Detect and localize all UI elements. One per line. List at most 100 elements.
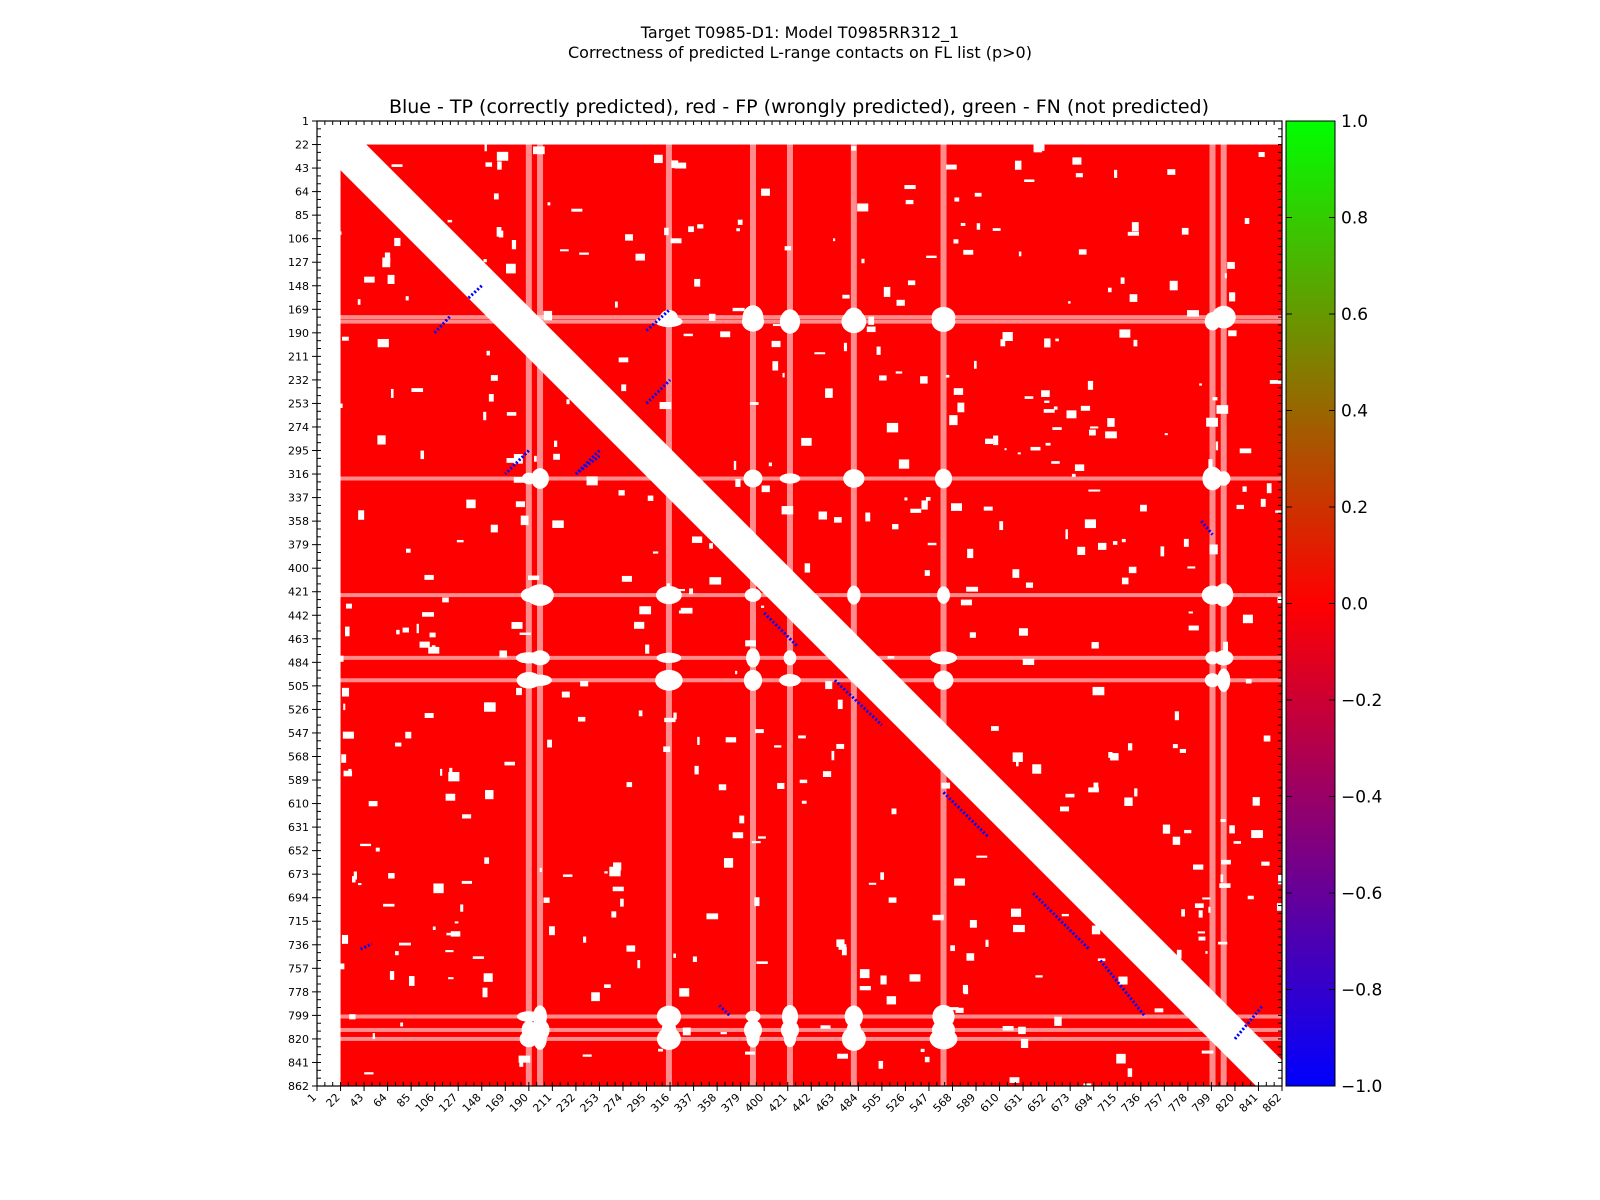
white-speckle	[484, 702, 496, 712]
y-tick-label: 1	[302, 115, 309, 128]
white-speckle	[709, 313, 716, 321]
white-speckle	[868, 316, 875, 325]
y-tick-label: 85	[295, 209, 309, 222]
white-speckle	[342, 731, 354, 739]
white-blob	[783, 650, 797, 666]
white-speckle	[751, 841, 761, 844]
x-tick-label: 232	[554, 1091, 578, 1115]
white-speckle	[880, 975, 887, 985]
white-speckle	[1118, 976, 1128, 985]
tp-contact-segment	[833, 679, 883, 727]
y-tick-label: 274	[288, 421, 309, 434]
white-speckle	[697, 224, 704, 229]
white-speckle	[1251, 830, 1263, 839]
white-speckle	[761, 188, 770, 196]
white-speckle	[898, 459, 910, 469]
white-speckle	[1018, 251, 1022, 257]
white-speckle	[732, 832, 744, 839]
white-speckle	[448, 977, 454, 980]
white-speckle	[1002, 332, 1013, 342]
white-blob	[528, 674, 552, 686]
white-blob	[746, 1030, 760, 1048]
white-speckle	[515, 501, 526, 508]
white-speckle	[1198, 910, 1203, 918]
white-speckle	[1105, 431, 1117, 439]
white-speckle	[639, 606, 652, 615]
white-speckle	[755, 729, 764, 734]
y-tick-label: 820	[288, 1033, 309, 1046]
white-speckle	[1114, 169, 1118, 178]
white-speckle	[836, 939, 845, 947]
y-tick-label: 610	[288, 798, 309, 811]
white-speckle	[1202, 897, 1211, 900]
white-speckle	[357, 882, 362, 886]
white-speckle	[985, 438, 993, 444]
white-blob	[743, 669, 763, 691]
white-speckle	[733, 460, 737, 470]
white-speckle	[955, 1007, 964, 1013]
white-speckle	[1278, 874, 1282, 885]
colorbar-ticks: 1.0 0.8 0.6 0.4 0.2 0.0 −0.2 −0.4 −0.6 −0.8 −1.0	[1286, 112, 1382, 1097]
x-tick-label: 757	[1142, 1091, 1166, 1115]
x-tick-label: 589	[954, 1091, 978, 1115]
white-speckle	[676, 588, 686, 592]
white-speckle	[543, 310, 553, 321]
white-speckle	[431, 645, 436, 651]
white-speckle	[626, 782, 633, 788]
y-tick-label: 316	[288, 468, 309, 481]
white-speckle	[1110, 753, 1119, 761]
tp-contact-segment	[645, 378, 672, 405]
white-blob	[1214, 583, 1234, 607]
white-speckle	[865, 512, 871, 522]
colorbar: 1.0 0.8 0.6 0.4 0.2 0.0 −0.2 −0.4 −0.6 −0.8 −1.0	[1285, 112, 1382, 1097]
white-speckle	[432, 926, 436, 930]
white-speckle	[612, 886, 624, 892]
x-tick-label: 652	[1025, 1091, 1049, 1115]
white-speckle	[399, 942, 411, 946]
white-blob	[1213, 316, 1235, 327]
white-speckle	[1074, 464, 1085, 472]
white-speckle	[1033, 143, 1043, 153]
x-tick-label: 316	[648, 1091, 672, 1115]
white-blob	[656, 1027, 681, 1050]
white-speckle	[626, 945, 636, 952]
white-speckle	[653, 154, 663, 164]
white-speckle	[1121, 538, 1126, 543]
white-speckle	[689, 588, 694, 595]
y-tick-label: 673	[288, 868, 309, 881]
white-speckle	[493, 193, 499, 200]
white-speckle	[772, 361, 779, 371]
white-speckle	[460, 904, 464, 912]
white-speckle	[976, 223, 981, 230]
x-tick-label: 463	[813, 1091, 837, 1115]
white-speckle	[506, 412, 517, 416]
white-speckle	[673, 712, 677, 720]
white-speckle	[1131, 222, 1139, 232]
y-tick-label: 757	[288, 962, 309, 975]
white-speckle	[924, 570, 930, 576]
tp-contact-segment	[718, 1004, 732, 1018]
white-speckle	[360, 843, 372, 847]
white-speckle	[735, 478, 741, 487]
white-speckle	[907, 280, 916, 286]
white-speckle	[449, 767, 453, 777]
white-speckle	[680, 607, 693, 614]
white-speckle	[1205, 951, 1208, 954]
x-tick-label: 148	[460, 1091, 484, 1115]
white-speckle	[895, 371, 903, 374]
white-blob	[656, 585, 682, 605]
white-speckle	[999, 521, 1004, 531]
white-speckle	[1009, 1077, 1020, 1083]
white-speckle	[625, 234, 633, 241]
y-tick-label: 463	[288, 633, 309, 646]
white-speckle	[983, 506, 993, 511]
white-speckle	[638, 710, 643, 717]
white-speckle	[1066, 410, 1077, 419]
white-speckle	[450, 931, 461, 937]
white-speckle	[400, 1022, 404, 1027]
white-speckle	[1242, 614, 1253, 624]
white-speckle	[579, 252, 589, 255]
white-speckle	[611, 911, 617, 918]
white-speckle	[720, 331, 731, 338]
tp-contact-segment	[574, 449, 601, 476]
